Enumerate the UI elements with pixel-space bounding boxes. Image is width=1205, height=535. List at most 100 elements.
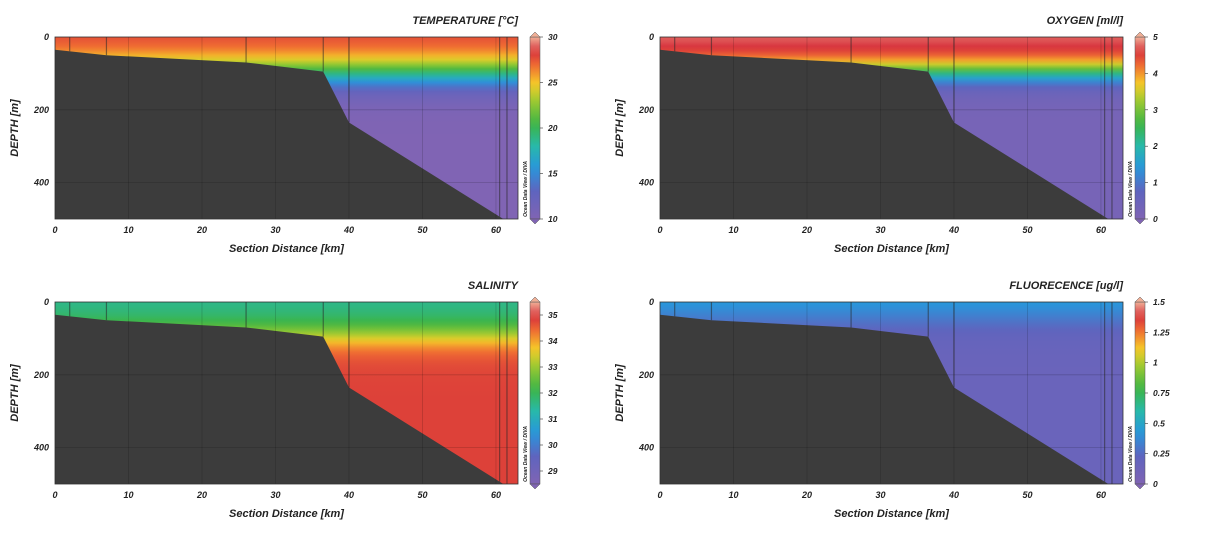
seafloor-salinity [55,314,504,484]
x-tick-label: 20 [801,490,812,500]
x-tick-label: 10 [123,490,133,500]
colorbar-tick-label: 20 [547,123,558,133]
colorbar-tick-label: 29 [547,466,558,476]
colorbar-top-arrow [529,296,541,303]
watermark-text: Ocean Data View / DIVA [1128,426,1134,482]
panel-salinity: SALINITY 0 10 20 30 40 50 60 0 200 400 Section Dist… [0,265,600,530]
x-tick-label: 60 [491,225,501,235]
y-tick-label: 0 [649,297,654,307]
chart-title: TEMPERATURE [°C] [412,15,518,27]
x-tick-label: 40 [343,490,354,500]
y-tick-label: 0 [649,32,654,42]
colorbar-oxygen [1134,36,1146,220]
x-tick-label: 30 [270,225,280,235]
colorbar-tick-label: 30 [548,440,558,450]
x-tick-label: 60 [1096,225,1106,235]
colorbar-tick-label: 1.5 [1153,297,1165,307]
y-tick-label: 400 [33,443,49,453]
x-axis-label: Section Distance [km] [229,508,344,520]
x-tick-label: 50 [1022,490,1032,500]
x-tick-label: 60 [1096,490,1106,500]
x-tick-label: 50 [417,225,427,235]
x-axis-label: Section Distance [km] [834,243,949,255]
colorbar-tick-label: 15 [548,169,558,179]
chart-salinity: SALINITY 0 10 20 30 40 50 60 0 200 400 Section Dist… [9,280,558,520]
plot-frame [659,301,1124,485]
colorbar-salinity [529,301,541,485]
x-tick-label: 60 [491,490,501,500]
y-axis-label: DEPTH [m] [9,99,21,157]
colorbar-tick-label: 0 [1153,479,1158,489]
colorbar-tick-label: 0.25 [1153,449,1170,459]
x-tick-label: 20 [196,225,207,235]
x-tick-label: 40 [948,225,959,235]
y-tick-label: 0 [44,297,49,307]
colorbar-fluorescence [1134,301,1146,485]
colorbar-tick-label: 32 [548,388,558,398]
x-tick-label: 0 [52,490,57,500]
x-axis-label: Section Distance [km] [229,243,344,255]
y-tick-label: 200 [33,105,49,115]
x-tick-label: 0 [657,225,662,235]
colorbar-top-arrow [1134,31,1146,38]
y-tick-label: 0 [44,32,49,42]
colorbar-tick-label: 0 [1153,214,1158,224]
panel-oxygen: OXYGEN [ml/l] 0 10 20 30 40 50 60 0 200 400 Section… [605,0,1205,265]
colorbar-top-arrow [529,31,541,38]
x-tick-label: 0 [657,490,662,500]
colorbar-tick-label: 4 [1152,68,1158,78]
x-tick-label: 40 [948,490,959,500]
colorbar-top-arrow [1134,296,1146,303]
chart-title: SALINITY [468,280,520,292]
chart-oxygen: OXYGEN [ml/l]0 10 20 30 40 50 600200400Section… [614,15,1158,255]
colorbar-tick-label: 25 [547,78,558,88]
chart-fluorescence: FLUORECENCE [ug/l]0 10 20 30 40 50 600200400Se… [614,280,1170,520]
y-axis-label: DEPTH [m] [9,364,21,422]
panel-fluorescence: FLUORECENCE [ug/l] 0 10 20 30 40 50 60 0 200 400 Se… [605,265,1205,530]
x-tick-label: 10 [728,490,738,500]
x-tick-label: 20 [801,225,812,235]
watermark-text: Ocean Data View / DIVA [523,161,529,217]
panel-temperature: TEMPERATURE [°C] 0 10 20 30 40 50 60 0 200 400 Sect… [0,0,600,265]
colorbar-tick-label: 10 [548,214,558,224]
colorbar-tick-label: 0.75 [1153,388,1170,398]
x-tick-label: 40 [343,225,354,235]
colorbar-tick-label: 1 [1153,178,1158,188]
colorbar-tick-label: 5 [1153,32,1158,42]
x-tick-label: 10 [123,225,133,235]
x-tick-label: 20 [196,490,207,500]
colorbar-tick-label: 34 [548,336,558,346]
colorbar-tick-label: 1.25 [1153,327,1170,337]
seafloor-temperature [55,49,504,219]
x-tick-label: 30 [875,225,885,235]
watermark-text: Ocean Data View / DIVA [1128,161,1134,217]
y-tick-label: 200 [638,105,654,115]
y-tick-label: 400 [33,178,49,188]
colorbar-tick-label: 1 [1153,358,1158,368]
colorbar-tick-label: 3 [1153,105,1158,115]
plot-frame [54,301,519,485]
seafloor-fluorescence [660,314,1109,484]
x-axis-label: Section Distance [km] [834,508,949,520]
chart-title: FLUORECENCE [ug/l] [1009,280,1123,292]
y-axis-label: DEPTH [m] [614,364,626,422]
x-tick-label: 10 [728,225,738,235]
y-tick-label: 200 [33,370,49,380]
x-tick-label: 30 [270,490,280,500]
colorbar-bottom-arrow [529,483,541,490]
plot-frame [54,36,519,220]
colorbar-tick-label: 30 [548,32,558,42]
chart-temperature: TEMPERATURE [°C] 0 10 20 30 40 50 60 0 200 400 Sect… [9,15,558,255]
seafloor-oxygen [660,49,1109,219]
x-tick-label: 50 [1022,225,1032,235]
chart-title: OXYGEN [ml/l] [1047,15,1124,27]
colorbar-bottom-arrow [529,218,541,225]
y-axis-label: DEPTH [m] [614,99,626,157]
colorbar-tick-label: 33 [548,362,558,372]
x-tick-label: 30 [875,490,885,500]
colorbar-temperature [529,36,541,220]
y-tick-label: 400 [638,178,654,188]
y-tick-label: 400 [638,443,654,453]
x-tick-label: 50 [417,490,427,500]
colorbar-tick-label: 31 [548,414,558,424]
